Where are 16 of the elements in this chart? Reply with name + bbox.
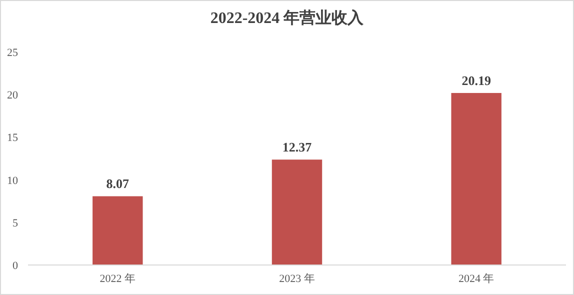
data-label: 20.19 <box>462 72 492 88</box>
x-tick-label: 2023 年 <box>279 273 315 285</box>
y-tick-label: 25 <box>7 47 18 59</box>
bar <box>451 92 502 265</box>
y-tick-label: 0 <box>12 260 18 272</box>
x-tick-label: 2024 年 <box>458 273 494 285</box>
y-tick-label: 20 <box>7 90 18 102</box>
y-tick-label: 10 <box>7 174 18 187</box>
bar <box>92 196 143 265</box>
data-label: 12.37 <box>282 140 312 155</box>
y-tick-label: 15 <box>7 132 18 144</box>
chart-title: 2022-2024 年营业收入 <box>210 9 365 27</box>
bar <box>272 160 322 265</box>
y-tick-label: 5 <box>12 217 18 230</box>
x-tick-label: 2022 年 <box>100 273 136 285</box>
data-label: 8.07 <box>106 176 130 192</box>
